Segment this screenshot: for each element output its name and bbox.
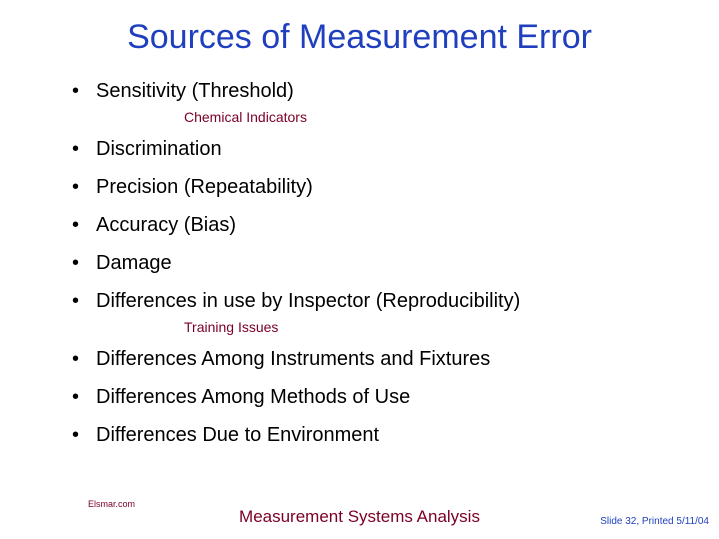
bullet-item: Accuracy (Bias) bbox=[72, 213, 719, 237]
footer-right: Slide 32, Printed 5/11/04 bbox=[600, 516, 709, 527]
bullet-subnote: Chemical Indicators bbox=[184, 109, 719, 125]
bullet-item: Damage bbox=[72, 251, 719, 275]
bullet-item: Differences Due to Environment bbox=[72, 423, 719, 447]
bullet-item: Differences Among Methods of Use bbox=[72, 385, 719, 409]
slide-title: Sources of Measurement Error bbox=[0, 0, 719, 57]
bullet-list: Sensitivity (Threshold) Chemical Indicato… bbox=[72, 79, 719, 447]
bullet-item: Differences in use by Inspector (Reprodu… bbox=[72, 289, 719, 313]
bullet-item: Discrimination bbox=[72, 137, 719, 161]
bullet-item: Differences Among Instruments and Fixtur… bbox=[72, 347, 719, 371]
bullet-item: Sensitivity (Threshold) bbox=[72, 79, 719, 103]
bullet-subnote: Training Issues bbox=[184, 319, 719, 335]
bullet-item: Precision (Repeatability) bbox=[72, 175, 719, 199]
